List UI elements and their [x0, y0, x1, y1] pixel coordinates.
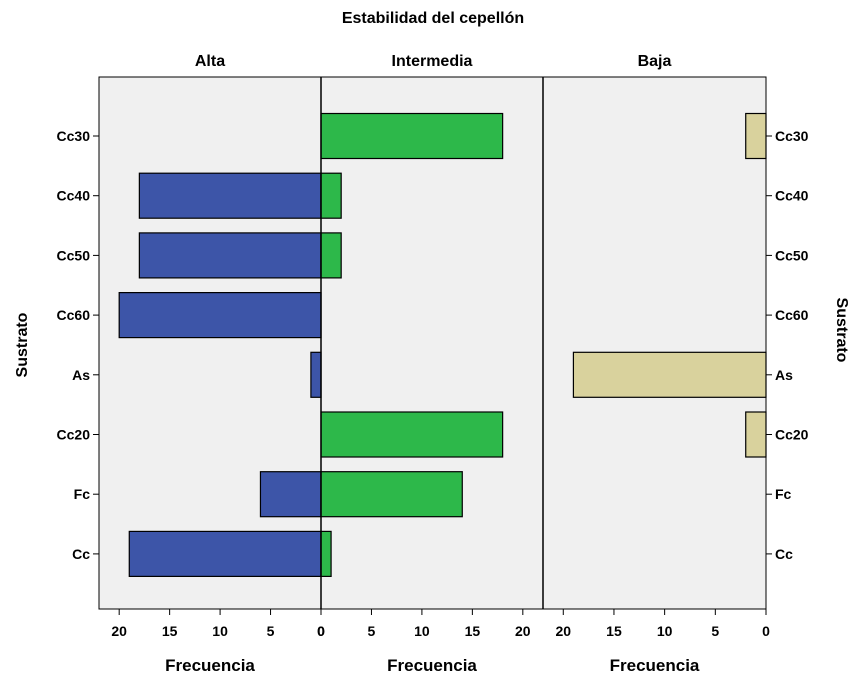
x-tick-label-2-1: 15 [606, 623, 622, 639]
y-tick-label-left-4: As [72, 367, 90, 383]
bar-Baja-Cc20 [745, 411, 767, 458]
y-tick-label-left-0: Cc30 [57, 128, 91, 144]
x-tick-label-0-4: 0 [317, 623, 325, 639]
bar-Intermedia-Cc40 [320, 172, 342, 219]
bar-Alta-Cc40 [138, 172, 322, 219]
panel-header-0: Alta [195, 53, 225, 70]
y-tick-label-left-6: Fc [74, 486, 91, 502]
panel-header-2: Baja [638, 53, 672, 70]
bar-Alta-Cc [128, 530, 322, 578]
y-tick-label-right-7: Cc [775, 546, 793, 562]
y-tick-label-left-7: Cc [72, 546, 90, 562]
x-axis-label-1: Frecuencia [387, 656, 477, 675]
x-axis-label-2: Frecuencia [610, 656, 700, 675]
y-tick-label-left-1: Cc40 [57, 188, 91, 204]
plot-area: Alta 20 15 10 5 0 Frecuencia Intermedia 0 5 10 15 20… [57, 53, 809, 675]
chart-title: Estabilidad del cepellón [342, 10, 524, 27]
y-tick-label-right-0: Cc30 [775, 128, 809, 144]
x-tick-label-0-3: 5 [267, 623, 275, 639]
bar-Baja-As [572, 351, 767, 398]
y-tick-label-right-5: Cc20 [775, 427, 809, 443]
bar-Intermedia-Cc [320, 530, 332, 578]
x-axis-label-0: Frecuencia [165, 656, 255, 675]
x-tick-label-1-0: 0 [317, 623, 325, 639]
panel-header-1: Intermedia [392, 53, 473, 70]
x-tick-label-0-1: 15 [162, 623, 178, 639]
y-axis-label-left: Sustrato [14, 312, 31, 377]
bar-Alta-Cc50 [138, 232, 322, 279]
bar-Alta-Cc60 [118, 292, 322, 339]
bar-Alta-As [310, 351, 322, 398]
x-tick-label-1-4: 20 [515, 623, 531, 639]
x-tick-label-1-2: 10 [414, 623, 430, 639]
y-tick-label-right-1: Cc40 [775, 188, 809, 204]
x-tick-label-0-2: 10 [212, 623, 228, 639]
y-tick-label-right-6: Fc [775, 486, 792, 502]
y-tick-label-right-3: Cc60 [775, 307, 809, 323]
bar-Intermedia-Cc30 [320, 112, 504, 160]
bar-Intermedia-Cc20 [320, 411, 504, 458]
bar-Alta-Fc [259, 471, 322, 518]
y-axis-label-right: Sustrato [833, 298, 850, 363]
x-tick-label-1-1: 5 [368, 623, 376, 639]
x-tick-label-2-4: 0 [762, 623, 770, 639]
x-tick-label-2-3: 5 [711, 623, 719, 639]
y-tick-label-left-3: Cc60 [57, 307, 91, 323]
bar-Intermedia-Fc [320, 471, 463, 518]
bar-Baja-Cc30 [745, 112, 767, 160]
y-tick-label-right-2: Cc50 [775, 247, 809, 263]
plot-background [98, 76, 767, 610]
y-tick-label-left-2: Cc50 [57, 247, 91, 263]
y-tick-label-left-5: Cc20 [57, 427, 91, 443]
x-tick-label-0-0: 20 [111, 623, 127, 639]
y-tick-label-right-4: As [775, 367, 793, 383]
x-tick-label-2-2: 10 [657, 623, 673, 639]
x-tick-label-1-3: 15 [465, 623, 481, 639]
bar-Intermedia-Cc50 [320, 232, 342, 279]
x-tick-label-2-0: 20 [555, 623, 571, 639]
